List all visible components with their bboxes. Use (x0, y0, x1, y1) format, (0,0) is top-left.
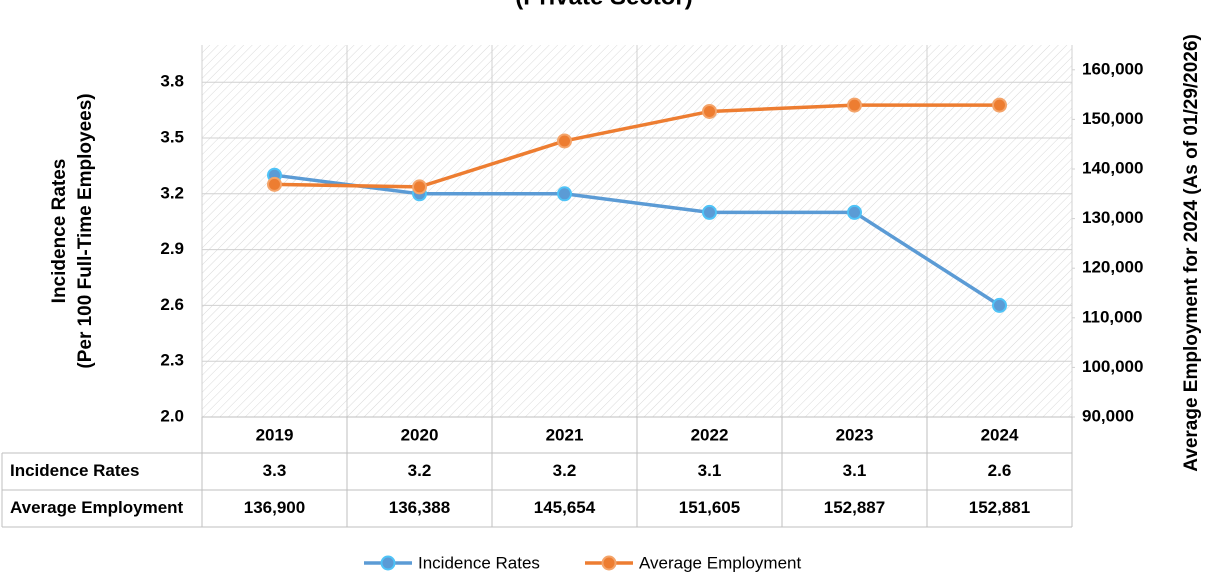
y-tick-label: 2.3 (160, 351, 184, 370)
table-value: 152,881 (969, 498, 1030, 517)
y-tick-label: 3.2 (160, 183, 184, 202)
x-tick-label: 2020 (401, 425, 439, 444)
marker (702, 204, 717, 220)
table-value: 2.6 (988, 461, 1012, 480)
y2-tick-label: 100,000 (1082, 357, 1143, 376)
y-tick-label: 2.9 (160, 239, 184, 258)
table-value: 3.1 (843, 461, 867, 480)
x-tick-label: 2019 (256, 425, 294, 444)
y2-tick-label: 160,000 (1082, 59, 1143, 78)
x-tick-label: 2022 (691, 425, 729, 444)
marker (557, 133, 572, 149)
y2-tick-label: 90,000 (1082, 406, 1134, 425)
y-tick-label: 3.8 (160, 72, 184, 91)
y-axis-label: Incidence Rates (49, 159, 70, 304)
y2-axis-label: Average Employment for 2024 (As of 01/29… (1181, 34, 1202, 472)
marker (847, 204, 862, 220)
chart-title: (Private Sector) (515, 0, 692, 10)
table-value: 3.1 (698, 461, 722, 480)
table-row-label: Average Employment (10, 498, 184, 517)
table-value: 3.2 (553, 461, 577, 480)
table-value: 3.3 (263, 461, 287, 480)
y2-tick-label: 140,000 (1082, 158, 1143, 177)
marker (412, 179, 427, 195)
y2-tick-label: 150,000 (1082, 109, 1143, 128)
y-axis-label: (Per 100 Full-Time Employees) (75, 93, 96, 368)
line (274, 103, 1000, 189)
x-tick-label: 2024 (981, 425, 1019, 444)
table-value: 151,605 (679, 498, 740, 517)
marker (267, 176, 282, 192)
table-value: 136,900 (244, 498, 305, 517)
line (274, 173, 1001, 307)
table-value: 136,388 (389, 498, 450, 517)
y2-tick-label: 130,000 (1082, 208, 1143, 227)
y-tick-label: 3.5 (160, 127, 184, 146)
legend-label: Incidence Rates (418, 553, 540, 572)
legend-label: Average Employment (639, 553, 801, 572)
table-value: 145,654 (534, 498, 596, 517)
legend-marker (380, 555, 396, 571)
marker (847, 97, 862, 113)
y-tick-label: 2.6 (160, 295, 184, 314)
marker (992, 97, 1007, 113)
table-value: 3.2 (408, 461, 432, 480)
marker (557, 186, 572, 202)
x-tick-label: 2023 (836, 425, 874, 444)
table-value: 152,887 (824, 498, 885, 517)
y2-tick-label: 110,000 (1082, 307, 1143, 326)
marker (702, 103, 717, 119)
legend-marker (601, 555, 617, 571)
y-tick-label: 2.0 (160, 406, 184, 425)
x-tick-label: 2021 (546, 425, 584, 444)
marker (992, 297, 1007, 313)
table-row-label: Incidence Rates (10, 461, 139, 480)
y2-tick-label: 120,000 (1082, 258, 1143, 277)
